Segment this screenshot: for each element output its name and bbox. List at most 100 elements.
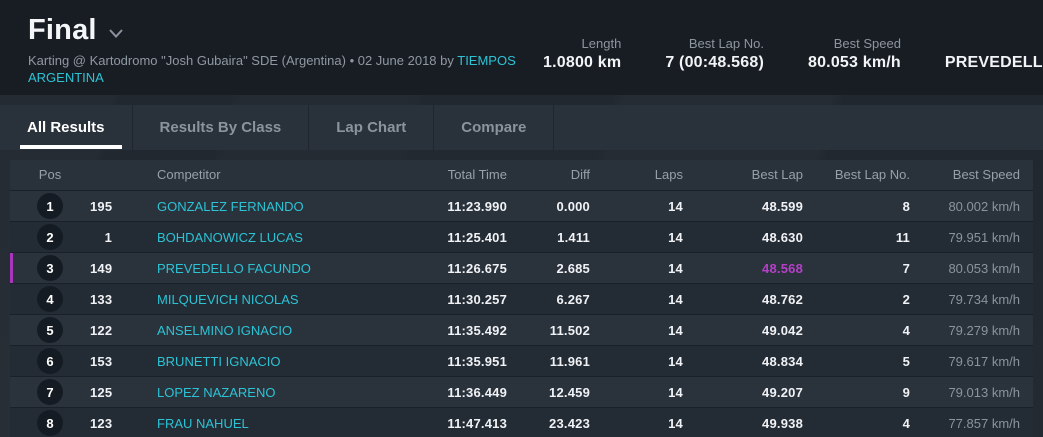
best-lap-cell: 49.207 [762,384,803,400]
laps-cell: 14 [668,229,683,245]
session-subtitle: Karting @ Kartodromo "Josh Gubaira" SDE … [28,52,543,86]
table-row[interactable]: 2 1 BOHDANOWICZ LUCAS 11:25.401 1.411 14… [10,221,1033,252]
tab-results-by-class[interactable]: Results By Class [133,105,310,150]
competitor-link[interactable]: BOHDANOWICZ LUCAS [157,229,303,245]
best-lap-no-cell: 5 [902,353,910,369]
best-speed-cell: 79.617 km/h [948,353,1020,369]
best-lap-no-cell: 4 [902,322,910,338]
total-time-cell: 11:35.492 [447,322,507,338]
table-row[interactable]: 3 149 PREVEDELLO FACUNDO 11:26.675 2.685… [10,252,1033,283]
competitor-link[interactable]: GONZALEZ FERNANDO [157,198,304,214]
position-badge: 3 [37,255,63,281]
table-row[interactable]: 4 133 MILQUEVICH NICOLAS 11:30.257 6.267… [10,283,1033,314]
stat-by-competitor-value: PREVEDELLO FACUNDO [944,54,1043,71]
table-row[interactable]: 1 195 GONZALEZ FERNANDO 11:23.990 0.000 … [10,190,1033,221]
kart-number-cell: 1 [104,229,112,245]
competitor-link[interactable]: MILQUEVICH NICOLAS [157,291,299,307]
stat-length-label: Length [581,36,622,51]
laps-cell: 14 [668,260,683,276]
best-lap-cell: 48.762 [762,291,803,307]
position-badge: 5 [37,317,63,343]
tab-all-results[interactable]: All Results [0,105,133,150]
title-block: Final Karting @ Kartodromo "Josh Gubaira… [0,0,543,95]
diff-cell: 11.961 [549,353,590,369]
stat-length: Length 1.0800 km [543,36,621,95]
best-lap-no-cell: 4 [902,415,910,431]
competitor-link[interactable]: FRAU NAHUEL [157,415,249,431]
position-cell: 4 [10,286,90,312]
competitor-cell: LOPEZ NAZARENO [120,385,387,400]
table-row[interactable]: 5 122 ANSELMINO IGNACIO 11:35.492 11.502… [10,314,1033,345]
col-header-competitor: Competitor [157,167,221,182]
diff-cell: 2.685 [556,260,590,276]
diff-cell: 11.502 [549,322,590,338]
competitor-cell: MILQUEVICH NICOLAS [120,292,387,307]
session-stats: Length 1.0800 km Best Lap No. 7 (00:48.5… [543,0,1043,95]
diff-cell: 12.459 [549,384,590,400]
position-badge: 8 [37,410,63,436]
best-speed-cell: 80.002 km/h [948,198,1020,214]
competitor-cell: BOHDANOWICZ LUCAS [120,230,387,245]
stat-by-competitor: By Competitor PREVEDELLO FACUNDO [945,36,1043,95]
best-speed-cell: 77.857 km/h [948,415,1020,431]
col-header-best-lap: Best Lap [751,167,803,182]
chevron-down-icon[interactable] [108,25,123,43]
position-badge: 7 [37,379,63,405]
laps-cell: 14 [668,322,683,338]
table-row[interactable]: 7 125 LOPEZ NAZARENO 11:36.449 12.459 14… [10,376,1033,407]
best-lap-no-cell: 9 [902,384,910,400]
position-cell: 3 [10,255,90,281]
position-cell: 6 [10,348,90,374]
table-row[interactable]: 6 153 BRUNETTI IGNACIO 11:35.951 11.961 … [10,345,1033,376]
position-cell: 7 [10,379,90,405]
best-lap-cell: 48.568 [762,260,803,276]
best-lap-cell: 48.834 [762,353,803,369]
competitor-link[interactable]: LOPEZ NAZARENO [157,384,276,400]
kart-number-cell: 123 [90,415,113,431]
kart-number-cell: 153 [90,353,113,369]
competitor-cell: GONZALEZ FERNANDO [120,199,387,214]
tab-compare[interactable]: Compare [434,105,555,150]
total-time-cell: 11:30.257 [447,291,507,307]
best-speed-cell: 79.951 km/h [948,229,1020,245]
total-time-cell: 11:25.401 [447,229,507,245]
results-table: Pos Competitor Total Time Diff Laps Best… [10,160,1033,437]
position-cell: 1 [10,193,90,219]
diff-cell: 0.000 [556,198,590,214]
best-lap-no-cell: 2 [902,291,910,307]
col-header-diff: Diff [570,167,590,182]
diff-cell: 6.267 [556,291,590,307]
best-lap-cell: 48.630 [762,229,803,245]
table-row[interactable]: 8 123 FRAU NAHUEL 11:47.413 23.423 14 49… [10,407,1033,437]
position-badge: 1 [37,193,63,219]
col-header-total-time: Total Time [447,167,507,182]
position-cell: 8 [10,410,90,436]
best-speed-cell: 79.734 km/h [948,291,1020,307]
competitor-link[interactable]: ANSELMINO IGNACIO [157,322,293,338]
col-header-pos: Pos [38,167,62,182]
best-lap-cell: 49.042 [762,322,803,338]
best-lap-no-cell: 7 [902,260,910,276]
stat-length-value: 1.0800 km [543,54,622,71]
total-time-cell: 11:47.413 [447,415,507,431]
competitor-cell: BRUNETTI IGNACIO [120,354,387,369]
stat-best-lap-no: Best Lap No. 7 (00:48.568) [665,36,764,95]
competitor-cell: PREVEDELLO FACUNDO [120,261,387,276]
competitor-cell: FRAU NAHUEL [120,416,387,431]
tab-lap-chart[interactable]: Lap Chart [309,105,435,150]
total-time-cell: 11:35.951 [447,353,507,369]
best-speed-cell: 80.053 km/h [948,260,1020,276]
kart-number-cell: 122 [90,322,113,338]
organizer-link[interactable]: TIEMPOS ARGENTINA [28,53,516,85]
position-badge: 2 [37,224,63,250]
results-tabbar: All Results Results By Class Lap Chart C… [0,105,1043,150]
best-speed-cell: 79.279 km/h [948,322,1020,338]
competitor-link[interactable]: PREVEDELLO FACUNDO [157,260,311,276]
kart-number-cell: 125 [90,384,113,400]
competitor-link[interactable]: BRUNETTI IGNACIO [157,353,281,369]
page-title: Final [28,14,97,46]
session-header: Final Karting @ Kartodromo "Josh Gubaira… [0,0,1043,95]
diff-cell: 23.423 [549,415,590,431]
kart-number-cell: 133 [90,291,113,307]
